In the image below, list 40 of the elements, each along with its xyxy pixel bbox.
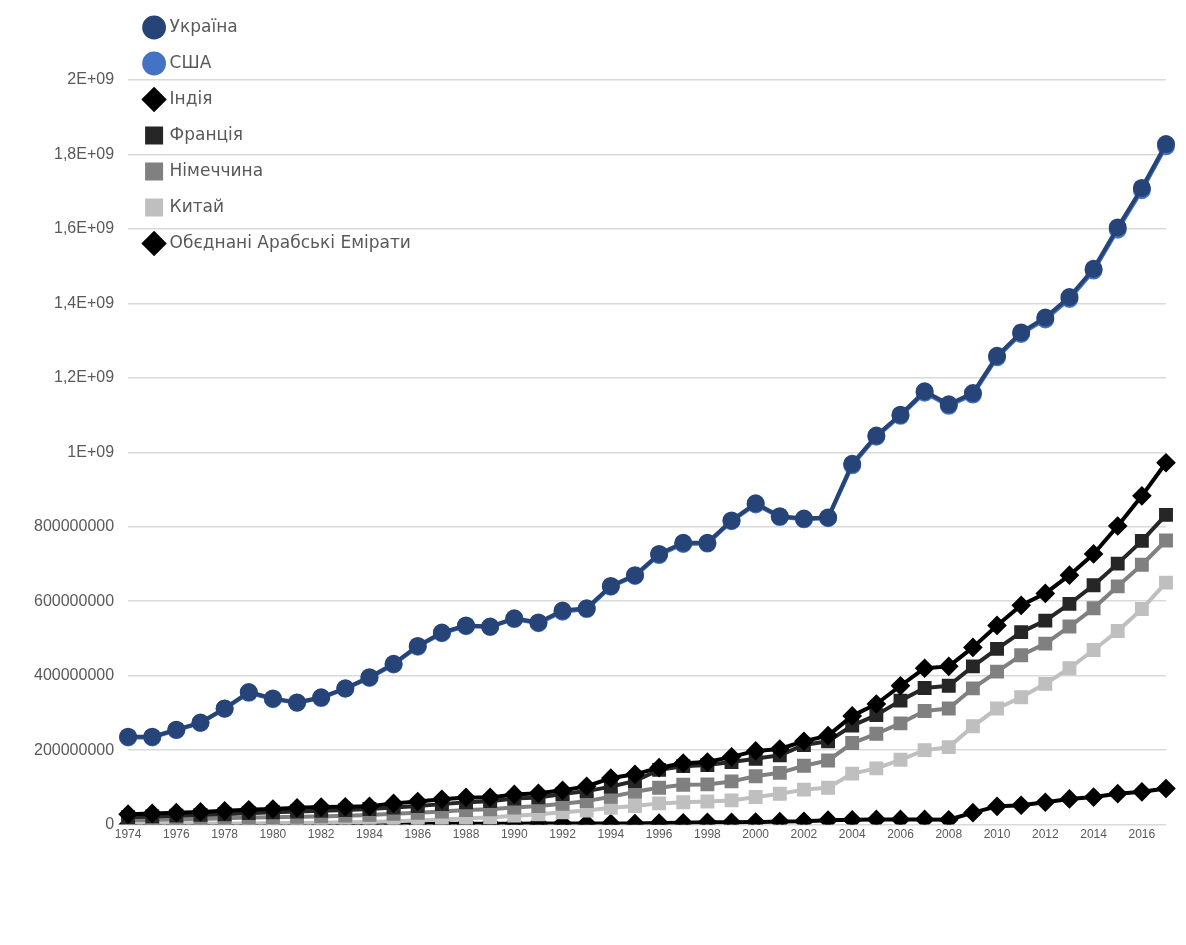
y-tick-label: 1,6E+09 (54, 219, 115, 237)
y-tick-label: 1,8E+09 (54, 144, 115, 162)
x-tick-label: 1992 (549, 827, 577, 842)
x-tick-label: 2006 (887, 827, 915, 842)
x-tick-label: 2004 (838, 827, 866, 842)
x-tick-label: 1996 (645, 827, 673, 842)
legend-label: США (169, 51, 212, 72)
y-tick-label: 2E+09 (67, 70, 115, 88)
y-tick-label: 0 (105, 815, 115, 833)
x-tick-label: 1974 (114, 827, 142, 842)
x-tick-label: 1980 (259, 827, 287, 842)
y-tick-label: 1E+09 (67, 442, 115, 460)
y-tick-label: 800000000 (33, 517, 115, 535)
y-tick-label: 200000000 (33, 740, 115, 758)
x-tick-label: 2012 (1031, 827, 1059, 842)
x-tick-label: 1982 (307, 827, 335, 842)
x-tick-label: 2008 (935, 827, 963, 842)
legend-label: Обєднані Арабські Емірати (169, 231, 411, 252)
legend-label: Франція (169, 123, 244, 144)
x-tick-label: 1978 (211, 827, 239, 842)
x-tick-label: 2014 (1080, 827, 1108, 842)
legend-label: Україна (169, 15, 238, 36)
x-tick-label: 1990 (500, 827, 528, 842)
x-tick-label: 2016 (1128, 827, 1156, 842)
y-tick-label: 1,2E+09 (54, 368, 115, 386)
legend-label: Китай (169, 195, 225, 216)
legend-label: Індія (169, 87, 213, 108)
x-tick-label: 2010 (983, 827, 1011, 842)
x-tick-label: 1984 (356, 827, 384, 842)
x-tick-label: 2002 (790, 827, 818, 842)
y-tick-label: 400000000 (33, 666, 115, 684)
legend-label: Німеччина (169, 159, 264, 180)
x-tick-label: 1988 (452, 827, 480, 842)
y-tick-label: 1,4E+09 (54, 293, 115, 311)
x-tick-label: 1998 (694, 827, 722, 842)
x-tick-label: 2000 (742, 827, 770, 842)
y-tick-label: 600000000 (33, 591, 115, 609)
x-tick-label: 1994 (597, 827, 625, 842)
x-tick-label: 1976 (163, 827, 191, 842)
x-tick-label: 1986 (404, 827, 432, 842)
